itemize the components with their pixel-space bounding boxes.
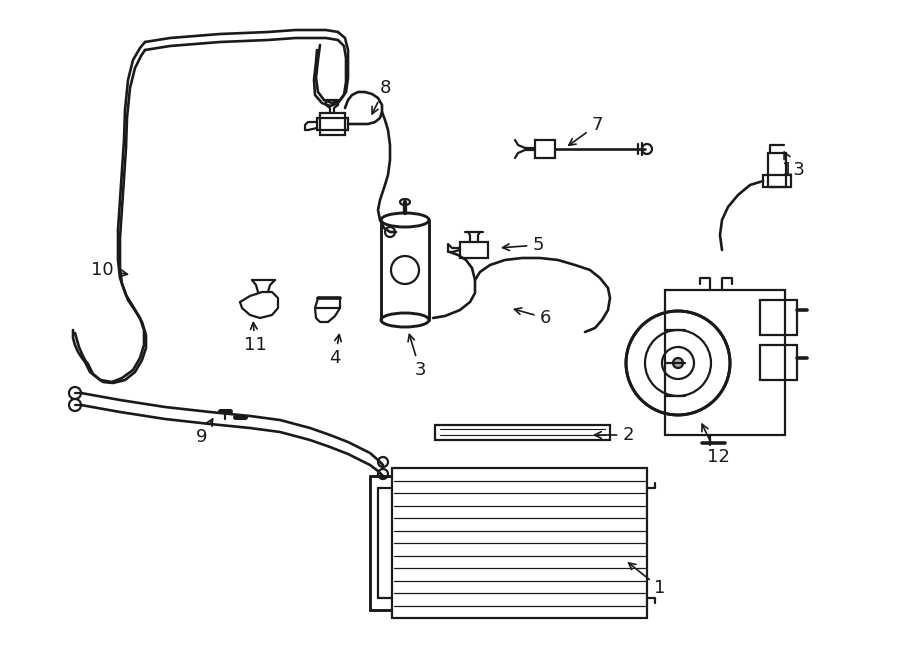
Text: 3: 3 [408, 334, 426, 379]
Circle shape [378, 469, 388, 479]
Circle shape [378, 457, 388, 467]
Circle shape [69, 387, 81, 399]
Text: 12: 12 [702, 424, 729, 466]
Text: 2: 2 [595, 426, 634, 444]
Circle shape [673, 358, 683, 368]
Ellipse shape [400, 199, 410, 205]
Circle shape [385, 227, 395, 237]
Text: 1: 1 [628, 563, 666, 597]
Text: 7: 7 [569, 116, 603, 145]
Text: 9: 9 [196, 419, 212, 446]
Text: 11: 11 [244, 323, 266, 354]
Polygon shape [320, 113, 345, 135]
Text: 5: 5 [502, 236, 544, 254]
Text: 13: 13 [781, 152, 805, 179]
Text: 10: 10 [91, 261, 128, 279]
Circle shape [69, 399, 81, 411]
Text: 8: 8 [372, 79, 391, 114]
Text: 6: 6 [515, 308, 551, 327]
Text: 4: 4 [329, 334, 341, 367]
